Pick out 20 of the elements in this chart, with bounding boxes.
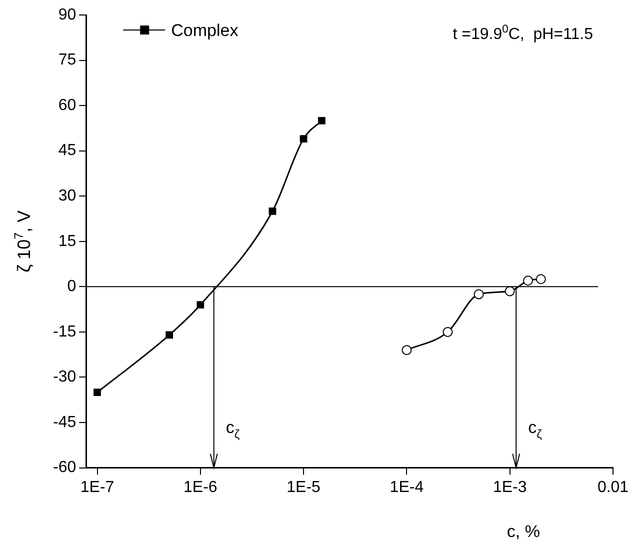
x-tick-label: 1E-6 (184, 478, 218, 496)
y-tick-label: -15 (53, 323, 76, 340)
legend-label: Complex (171, 21, 239, 40)
y-tick-label: 30 (58, 188, 76, 205)
y-tick-label: 60 (58, 96, 76, 114)
y-tick-label: 0 (67, 278, 76, 296)
y-tick-label: -45 (53, 414, 76, 431)
y-tick-label: 75 (58, 52, 76, 69)
y-tick-label: 45 (58, 142, 76, 160)
y-tick-label: 15 (58, 232, 76, 250)
x-tick-label: 0.01 (597, 478, 629, 496)
x-tick-label: 1E-5 (286, 478, 321, 496)
x-tick-label: 1E-4 (390, 478, 424, 496)
y-tick-label: 90 (58, 6, 76, 24)
x-tick-label: 1E-3 (492, 478, 527, 496)
y-axis-title: ζ 107, V (12, 210, 34, 272)
y-tick-label: -60 (53, 459, 76, 476)
x-axis-title: c, % (506, 522, 540, 541)
y-tick-label: -30 (53, 368, 76, 386)
x-tick-label: 1E-7 (80, 478, 114, 496)
